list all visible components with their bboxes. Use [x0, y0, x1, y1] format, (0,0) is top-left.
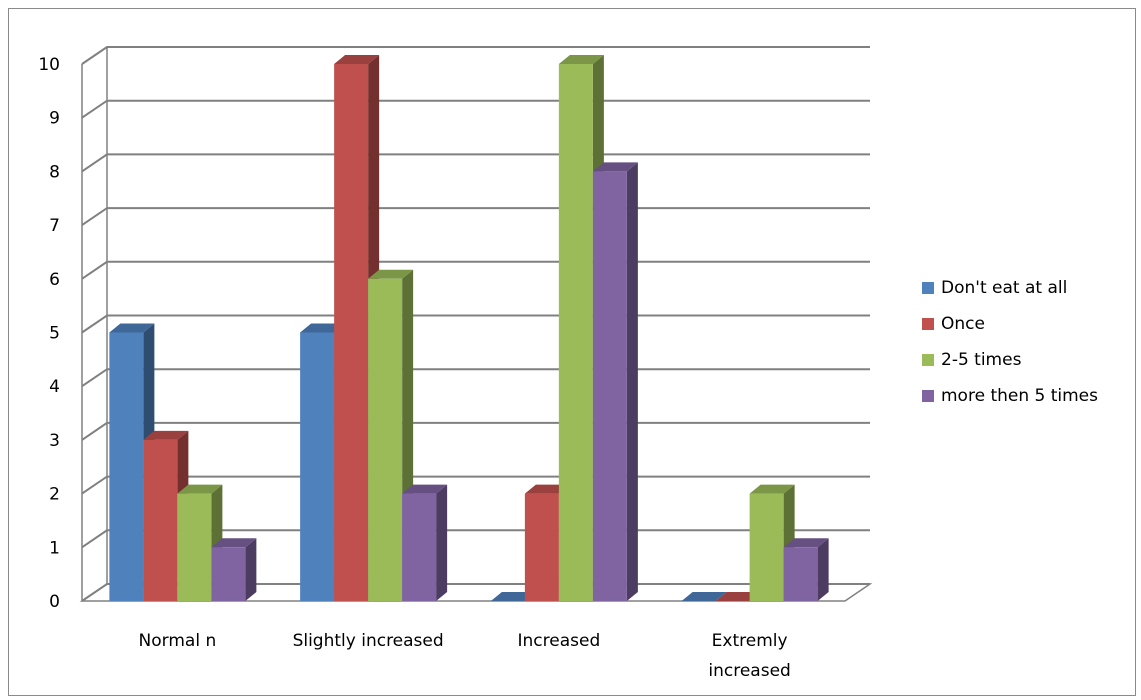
gridline	[81, 99, 870, 119]
legend-label: Once	[941, 314, 985, 334]
x-tick-label: Slightly increased	[293, 631, 444, 651]
bar-top	[592, 162, 638, 172]
bar-front	[558, 64, 593, 601]
wall-edge	[81, 46, 108, 65]
x-tick-label: Increased	[518, 631, 601, 651]
bar	[681, 592, 727, 601]
bar-top	[783, 538, 829, 548]
bar-top	[334, 55, 380, 64]
bar-top	[211, 538, 257, 548]
gridline	[81, 260, 870, 280]
bar-front	[109, 332, 144, 601]
legend-swatch	[922, 318, 934, 330]
bar	[592, 162, 638, 601]
bar	[783, 538, 829, 601]
y-tick-label: 10	[38, 55, 60, 75]
y-tick-label: 7	[49, 216, 60, 236]
y-tick-label: 8	[49, 162, 60, 182]
legend-label: more then 5 times	[941, 386, 1099, 406]
bar-top	[300, 323, 346, 333]
gridline	[81, 207, 870, 226]
y-tick-label: 3	[49, 431, 60, 451]
bar-top	[524, 484, 570, 494]
legend-item: Don't eat at all	[922, 270, 1098, 306]
y-tick-label: 6	[49, 270, 60, 290]
x-tick-label: Extremly	[712, 631, 788, 651]
bar-top	[368, 269, 414, 279]
bar-front	[402, 493, 437, 601]
bar-front	[783, 547, 818, 601]
bar-top	[558, 55, 604, 64]
bar-top	[177, 484, 223, 494]
bar-front	[749, 493, 784, 601]
bar	[402, 484, 448, 601]
bar	[715, 592, 761, 601]
bar-top	[143, 430, 189, 440]
bar-front	[177, 493, 212, 601]
bar-side	[436, 484, 448, 601]
y-tick-label: 2	[49, 485, 60, 505]
legend-swatch	[922, 282, 934, 294]
bar-front	[334, 64, 369, 601]
legend-swatch	[922, 390, 934, 402]
gridline	[81, 46, 870, 65]
bar-top	[681, 592, 727, 601]
bar-side	[626, 162, 638, 601]
bar-front	[368, 278, 403, 601]
gridline	[81, 421, 870, 441]
category-axis: Normal n Slightly increased Increased Extre…	[139, 631, 791, 681]
bar-side	[817, 538, 829, 601]
bar-front	[300, 332, 335, 601]
legend-item: more then 5 times	[922, 378, 1098, 414]
gridline	[81, 314, 870, 334]
legend-item: Once	[922, 306, 1098, 342]
y-tick-label: 1	[49, 538, 60, 558]
bar	[490, 592, 536, 601]
bar-front	[524, 493, 559, 601]
legend-item: 2-5 times	[922, 342, 1098, 378]
y-tick-label: 4	[49, 377, 60, 397]
bar-top	[109, 323, 155, 333]
bar-top	[749, 484, 795, 494]
legend: Don't eat at all Once 2-5 times more the…	[922, 270, 1098, 414]
bar	[211, 538, 257, 601]
gridline	[81, 153, 870, 173]
gridline	[81, 368, 870, 388]
y-tick-label: 9	[49, 109, 60, 129]
bar-side	[245, 538, 257, 601]
y-tick-label: 5	[49, 324, 60, 344]
bar-top	[715, 592, 761, 601]
bar-top	[402, 484, 448, 494]
x-tick-label: increased	[708, 661, 790, 681]
y-tick-label: 0	[49, 592, 60, 612]
legend-label: 2-5 times	[941, 350, 1022, 370]
bar-front	[211, 547, 246, 601]
legend-label: Don't eat at all	[941, 278, 1068, 298]
legend-swatch	[922, 354, 934, 366]
bar-front	[592, 171, 627, 601]
value-axis: 0 1 2 3 4 5 6 7 8 9 10	[38, 55, 60, 612]
bar-top	[490, 592, 536, 601]
bar-layer	[109, 55, 829, 601]
bar-front	[143, 439, 178, 601]
x-tick-label: Normal n	[139, 631, 217, 651]
